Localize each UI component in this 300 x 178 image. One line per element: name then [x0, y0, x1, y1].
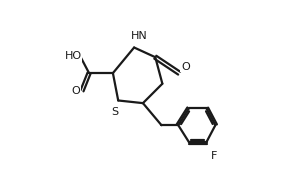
- Text: S: S: [111, 107, 118, 117]
- Text: F: F: [211, 151, 218, 161]
- Text: O: O: [72, 86, 81, 96]
- Text: HN: HN: [131, 31, 148, 41]
- Text: O: O: [181, 62, 190, 72]
- Text: HO: HO: [64, 51, 82, 61]
